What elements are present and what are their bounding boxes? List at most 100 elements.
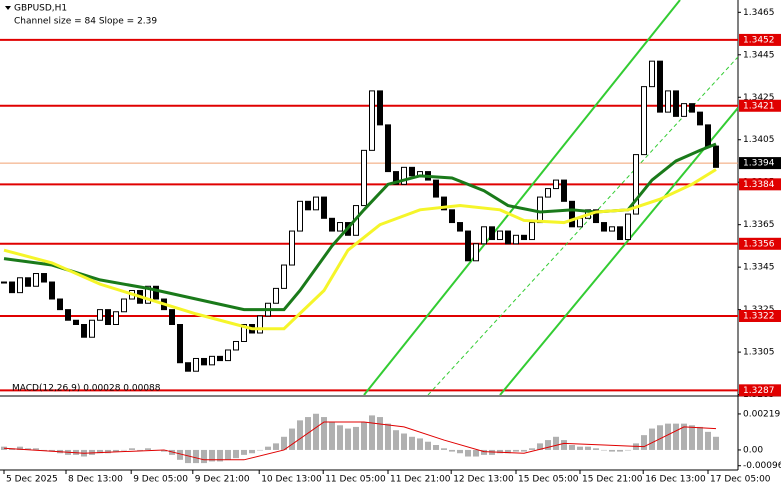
macd-tick-label: -0.00096 — [743, 461, 781, 471]
candle — [321, 196, 327, 219]
candle — [97, 309, 103, 321]
macd-bar — [513, 449, 519, 452]
candle — [49, 281, 55, 300]
channel-line — [363, 0, 681, 395]
candle — [673, 90, 679, 117]
candle — [281, 264, 287, 289]
macd-bar — [473, 449, 479, 457]
symbol-icon — [5, 6, 11, 10]
candle — [185, 362, 191, 372]
macd-bar — [289, 428, 295, 450]
candle — [361, 149, 367, 207]
x-tick-label: 16 Dec 13:00 — [645, 475, 706, 485]
x-tick-label: 17 Dec 05:00 — [710, 475, 771, 485]
candle — [609, 226, 615, 232]
candle — [641, 86, 647, 156]
x-tick-label: 9 Dec 21:00 — [195, 475, 250, 485]
macd-bar — [657, 425, 663, 450]
candle — [513, 234, 519, 245]
candle — [529, 222, 535, 241]
candle — [105, 309, 111, 325]
macd-tick-label: 0.00219 — [743, 409, 780, 419]
x-tick-label: 11 Dec 21:00 — [390, 475, 451, 485]
macd-bar — [313, 413, 319, 450]
candle — [121, 298, 127, 313]
candle — [257, 315, 263, 334]
level-label-box — [739, 237, 781, 250]
macd-bar — [569, 445, 575, 450]
level-label: 1.3384 — [743, 180, 775, 190]
candle — [289, 230, 295, 266]
macd-bar — [505, 449, 511, 454]
candle — [433, 179, 439, 198]
macd-bar — [681, 423, 687, 450]
candle — [633, 154, 639, 215]
macd-bar — [337, 425, 343, 450]
macd-bar — [129, 448, 135, 450]
macd-bar — [561, 440, 567, 450]
macd-bar — [345, 428, 351, 450]
channel-line — [499, 107, 738, 395]
macd-bar — [465, 449, 471, 457]
x-tick-label: 15 Dec 21:00 — [582, 475, 643, 485]
candle — [305, 200, 311, 211]
candle — [473, 243, 479, 262]
candle — [481, 226, 487, 245]
macd-bar — [553, 436, 559, 450]
macd-bar — [609, 449, 615, 452]
macd-bar — [97, 449, 103, 454]
macd-bar — [537, 443, 543, 450]
candle — [73, 319, 79, 325]
candle — [689, 103, 695, 113]
candle — [577, 217, 583, 228]
candle — [57, 298, 63, 311]
candle — [9, 281, 15, 294]
candle — [17, 277, 23, 294]
candle — [241, 323, 247, 342]
macd-bar — [241, 449, 247, 455]
candle — [145, 285, 151, 304]
candle — [1, 281, 7, 284]
macd-bar — [441, 448, 447, 450]
chart-title: GBPUSD,H1 — [14, 4, 67, 14]
candle — [569, 200, 575, 228]
macd-bar — [689, 425, 695, 450]
macd-bar — [121, 449, 127, 451]
macd-bar — [577, 446, 583, 450]
y-tick-label: 1.3365 — [743, 220, 775, 230]
candle — [89, 319, 95, 338]
macd-bar — [257, 449, 263, 451]
x-tick-label: 9 Dec 05:00 — [133, 475, 188, 485]
macd-bar — [601, 449, 607, 451]
y-tick-label: 1.3305 — [743, 348, 775, 358]
macd-bar — [377, 417, 383, 450]
macd-bar — [433, 445, 439, 450]
candle — [681, 103, 687, 117]
candle — [81, 323, 87, 338]
x-tick-label: 5 Dec 2025 — [6, 475, 58, 485]
macd-bar — [625, 449, 631, 451]
macd-bar — [353, 426, 359, 450]
candle — [329, 217, 335, 232]
candle — [593, 209, 599, 224]
macd-bar — [393, 430, 399, 450]
macd-signal — [3, 421, 717, 461]
candle — [201, 357, 207, 366]
candle — [441, 196, 447, 211]
macd-bar — [137, 449, 143, 451]
candle — [545, 188, 551, 198]
macd-bar — [497, 449, 503, 454]
macd-bar — [481, 449, 487, 455]
macd-bar — [665, 423, 671, 450]
candle — [41, 273, 47, 283]
candle — [553, 179, 559, 190]
x-tick-label: 8 Dec 13:00 — [68, 475, 123, 485]
macd-bar — [41, 449, 47, 451]
macd-bar — [249, 449, 255, 454]
macd-bar — [649, 428, 655, 450]
macd-bar — [273, 443, 279, 450]
candle — [225, 349, 231, 362]
macd-bar — [449, 449, 455, 452]
macd-bar — [217, 449, 223, 462]
